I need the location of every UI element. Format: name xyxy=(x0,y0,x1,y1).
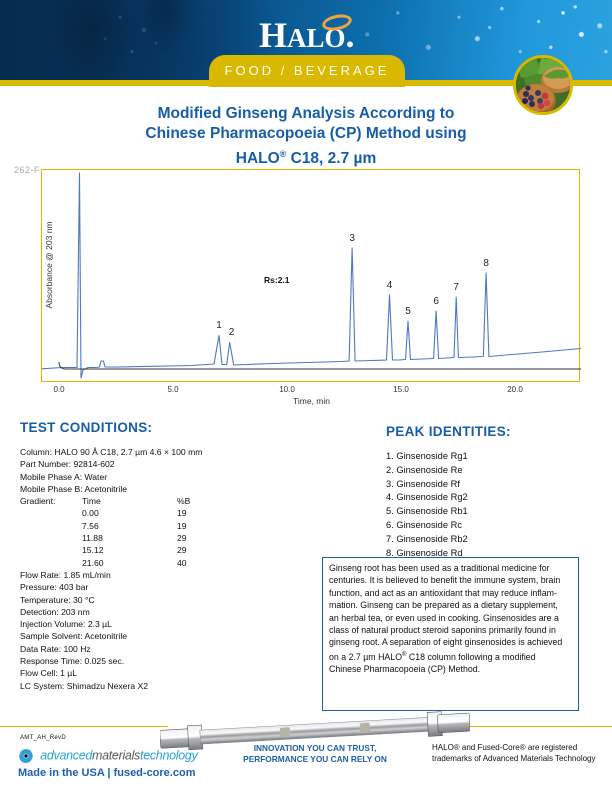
svg-text:1: 1 xyxy=(216,320,222,331)
svg-text:4: 4 xyxy=(387,280,393,291)
svg-text:5: 5 xyxy=(405,306,411,317)
svg-text:Rs:2.1: Rs:2.1 xyxy=(264,275,290,285)
svg-text:2: 2 xyxy=(229,327,235,338)
svg-text:6: 6 xyxy=(433,296,439,307)
svg-text:3: 3 xyxy=(349,233,355,244)
svg-text:8: 8 xyxy=(483,258,489,269)
svg-text:7: 7 xyxy=(453,282,459,293)
